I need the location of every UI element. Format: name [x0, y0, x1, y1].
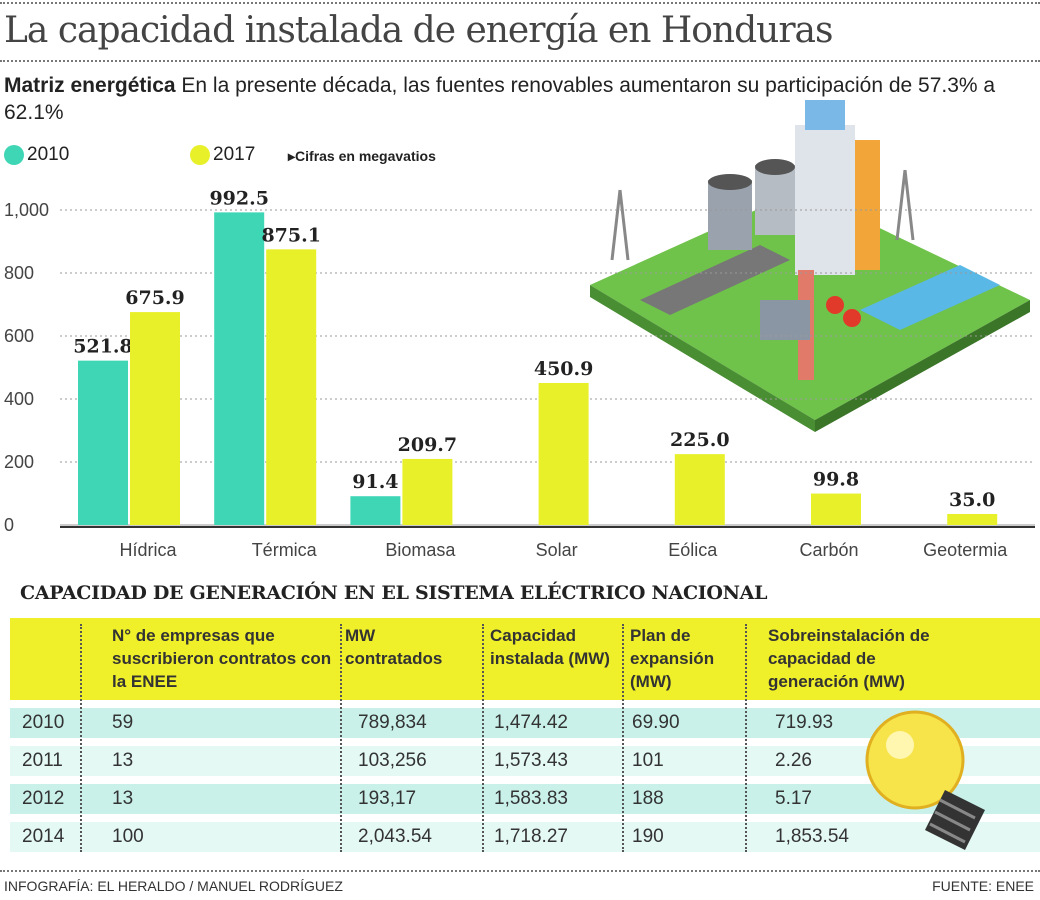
- data-label: 99.8: [813, 469, 859, 491]
- bar-2017: [538, 382, 589, 525]
- table-cell: 193,17: [358, 788, 417, 809]
- table-cell: 2011: [22, 750, 63, 771]
- table-cell: 188: [632, 788, 664, 809]
- table-cell: 1,583.83: [494, 788, 568, 809]
- column-divider: [622, 624, 624, 852]
- divider: [0, 60, 1040, 62]
- table-cell: 59: [112, 712, 134, 733]
- subtitle: Matriz energética En la presente década,…: [4, 72, 1024, 126]
- divider: [0, 2, 1040, 4]
- power-plant-illustration: [590, 100, 1030, 432]
- table-cell: 103,256: [358, 750, 427, 771]
- legend-label: 2017: [213, 144, 256, 165]
- data-label: 35.0: [949, 489, 995, 511]
- source: FUENTE: ENEE: [932, 878, 1034, 894]
- table-cell: 13: [112, 788, 134, 809]
- y-tick-label: 600: [4, 326, 34, 346]
- table-cell: 2012: [22, 788, 65, 809]
- header-plan: Plan de expansión (MW): [630, 626, 715, 691]
- column-divider: [340, 624, 342, 852]
- legend-swatch-2017: [190, 145, 210, 165]
- legend-item-2017: 2017: [190, 144, 255, 166]
- column-divider: [80, 624, 82, 852]
- table-cell: 719.93: [775, 712, 834, 733]
- bar-2017: [266, 249, 317, 525]
- header-mw-contratados: MW contratados: [345, 626, 443, 668]
- bar-2017: [402, 458, 453, 525]
- data-label: 875.1: [261, 224, 321, 246]
- subtitle-bold: Matriz energética: [4, 74, 176, 97]
- bar-2010: [78, 360, 128, 525]
- column-divider: [482, 624, 484, 852]
- bar-2017: [811, 493, 861, 525]
- x-tick-label: Solar: [536, 540, 578, 560]
- bar-2017: [674, 454, 725, 525]
- header-empresas: N° de empresas que suscribieron contrato…: [112, 626, 332, 691]
- legend-swatch-2010: [4, 145, 24, 165]
- page-title: La capacidad instalada de energía en Hon…: [4, 10, 833, 51]
- y-tick-label: 0: [4, 515, 14, 535]
- table-cell: 1,573.43: [494, 750, 568, 771]
- table-cell: 13: [112, 750, 134, 771]
- bar-2010: [214, 212, 265, 526]
- legend-label: 2010: [27, 144, 70, 165]
- table-cell: 1,474.42: [494, 712, 568, 733]
- y-tick-label: 200: [4, 452, 34, 472]
- units-note: ▸Cifras en megavatios: [288, 148, 436, 164]
- header-capacidad: Capacidad instalada (MW): [490, 626, 610, 668]
- table-cell: 2014: [22, 826, 65, 847]
- x-tick-label: Biomasa: [385, 540, 456, 560]
- table-cell: 69.90: [632, 712, 680, 733]
- divider: [0, 870, 1040, 872]
- data-label: 992.5: [209, 187, 269, 209]
- x-tick-label: Carbón: [799, 540, 858, 560]
- table-cell: 5.17: [775, 788, 812, 809]
- data-label: 209.7: [398, 434, 458, 456]
- header-sobreinstalacion: Sobreinstalación de capacidad de generac…: [768, 626, 930, 691]
- data-label: 675.9: [125, 287, 185, 309]
- bar-chart: 0 200 400 600 800 1,000 Hídrica 521.8 675.9 Térmi…: [4, 100, 1035, 560]
- y-tick-label: 400: [4, 389, 34, 409]
- x-tick-label: Hídrica: [119, 540, 177, 560]
- table-cell: 2.26: [775, 750, 812, 771]
- bar-2010: [350, 496, 401, 525]
- table-cell: 1,718.27: [494, 826, 568, 847]
- bar-2017: [947, 513, 998, 525]
- legend-item-2010: 2010: [4, 144, 69, 166]
- table-cell: 101: [632, 750, 664, 771]
- credit: INFOGRAFÍA: EL HERALDO / MANUEL RODRÍGUE…: [4, 878, 343, 894]
- data-label: 91.4: [352, 471, 398, 493]
- x-tick-label: Térmica: [252, 540, 318, 560]
- table-cell: 2010: [22, 712, 65, 733]
- data-label: 521.8: [73, 336, 133, 358]
- table-cell: 190: [632, 826, 664, 847]
- y-tick-label: 800: [4, 263, 34, 283]
- table-cell: 1,853.54: [775, 826, 849, 847]
- data-label: 450.9: [534, 358, 594, 380]
- table-cell: 100: [112, 826, 144, 847]
- data-label: 225.0: [670, 429, 730, 451]
- table-cell: 2,043.54: [358, 826, 432, 847]
- table-row: [10, 822, 1040, 852]
- x-tick-label: Geotermia: [923, 540, 1008, 560]
- table-cell: 789,834: [358, 712, 427, 733]
- y-tick-label: 1,000: [4, 200, 49, 220]
- bar-2017: [130, 312, 180, 525]
- table-header: [10, 618, 1040, 700]
- x-tick-label: Eólica: [668, 540, 718, 560]
- subtitle-text: En la presente década, las fuentes renov…: [4, 74, 996, 124]
- column-divider: [745, 624, 747, 852]
- table-title: CAPACIDAD DE GENERACIÓN EN EL SISTEMA EL…: [20, 582, 768, 604]
